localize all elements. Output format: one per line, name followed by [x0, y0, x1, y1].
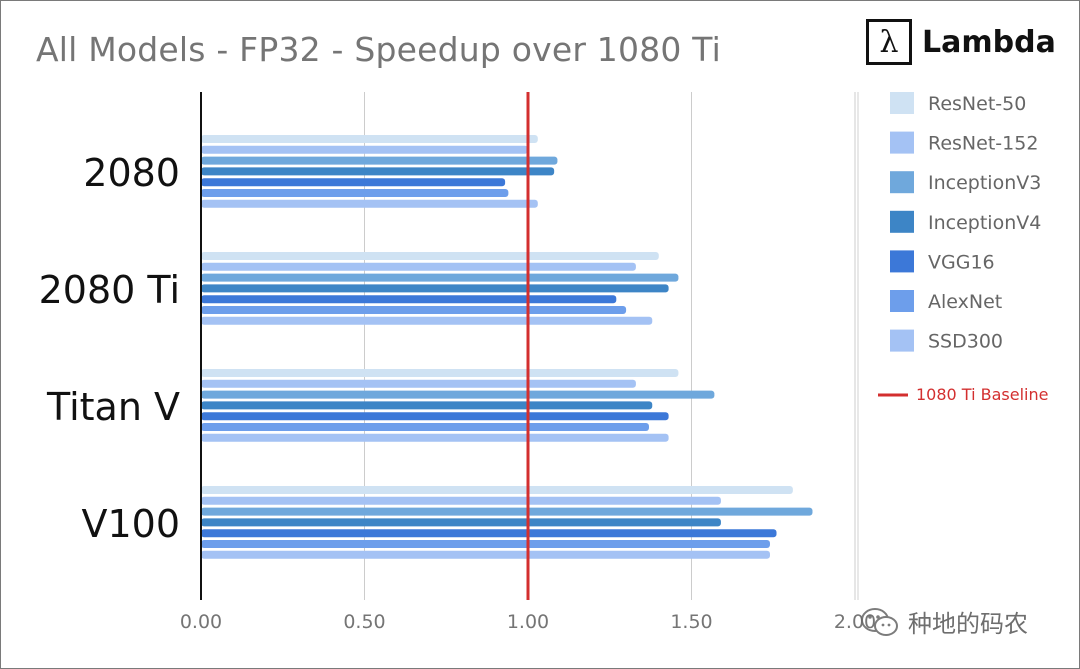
watermark: 种地的码农: [860, 604, 1028, 639]
bar: [201, 507, 813, 516]
category-label: 2080: [83, 151, 180, 195]
bar: [201, 316, 653, 325]
bar: [201, 486, 793, 494]
legend-swatch: [890, 92, 914, 114]
watermark-text: 种地的码农: [908, 610, 1028, 638]
bar: [201, 423, 649, 431]
bar: [201, 252, 659, 260]
legend-swatch: [890, 210, 914, 233]
bar: [201, 199, 538, 208]
legend-swatch: [890, 250, 914, 273]
legend-swatch: [890, 329, 914, 352]
bar: [201, 273, 679, 282]
bar: [201, 167, 555, 176]
bar: [201, 550, 770, 559]
bar: [201, 379, 636, 388]
x-tick-label: 1.50: [670, 611, 712, 633]
legend-label: VGG16: [928, 251, 995, 273]
bar: [201, 496, 721, 505]
bar: [201, 390, 715, 399]
legend-label: ResNet-50: [928, 93, 1026, 115]
x-tick-label: 0.00: [180, 611, 222, 633]
bar: [201, 262, 636, 271]
bar: [201, 178, 506, 187]
category-label: Titan V: [46, 385, 180, 429]
bar: [201, 145, 528, 154]
category-label: 2080 Ti: [39, 268, 180, 312]
bar: [201, 189, 509, 197]
legend-label: ResNet-152: [928, 133, 1038, 155]
legend-label: AlexNet: [928, 291, 1002, 313]
wechat-icon: [861, 607, 898, 636]
bar: [201, 433, 669, 442]
bar: [201, 529, 777, 538]
bar: [201, 518, 721, 527]
bar: [201, 369, 679, 377]
category-label: V100: [81, 502, 180, 546]
legend-swatch: [890, 290, 914, 312]
bar: [201, 540, 770, 548]
bar: [201, 156, 558, 165]
x-tick-label: 1.00: [507, 611, 549, 633]
legend-label: SSD300: [928, 331, 1003, 353]
legend-swatch: [890, 131, 914, 154]
bar: [201, 306, 627, 314]
lambda-icon: λ: [866, 19, 912, 65]
legend-label: InceptionV3: [928, 172, 1041, 194]
logo-text: Lambda: [922, 24, 1056, 60]
lambda-logo: λ Lambda: [866, 16, 1056, 68]
bar: [201, 135, 538, 143]
legend-label: InceptionV4: [928, 212, 1041, 234]
bar: [201, 295, 617, 304]
bar: [201, 401, 653, 410]
bar: [201, 284, 669, 293]
x-tick-label: 0.50: [343, 611, 385, 633]
chart-title: All Models - FP32 - Speedup over 1080 Ti: [36, 30, 721, 69]
legend-swatch: [890, 171, 914, 194]
legend-baseline-label: 1080 Ti Baseline: [916, 385, 1048, 404]
bar: [201, 412, 669, 421]
